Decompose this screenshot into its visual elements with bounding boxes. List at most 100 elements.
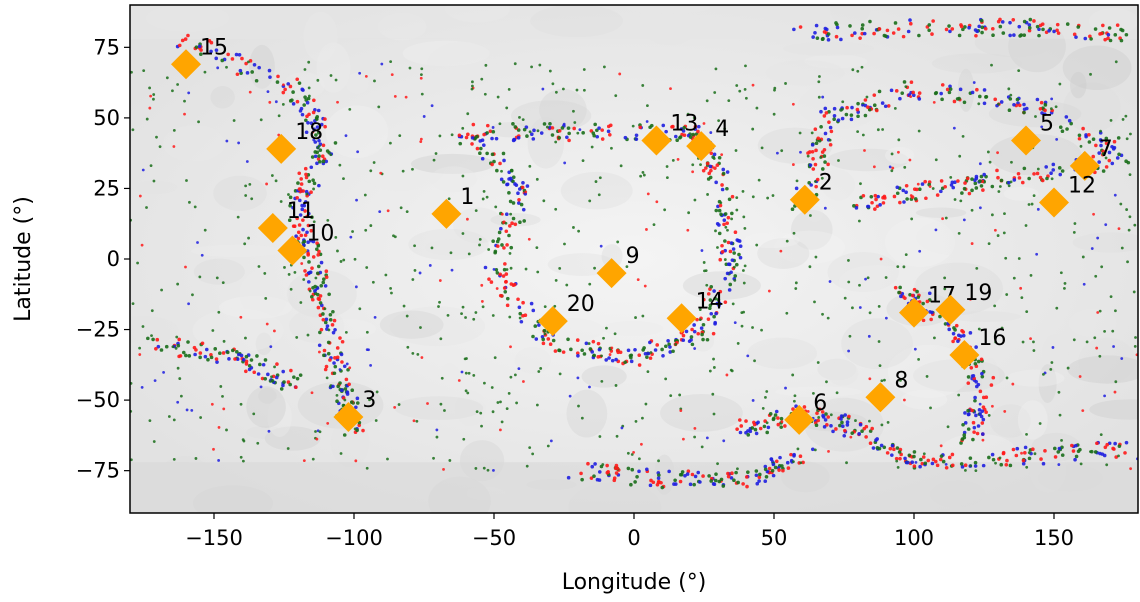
detection-point — [653, 223, 656, 226]
detection-point — [1024, 446, 1028, 450]
detection-point — [506, 297, 510, 301]
detection-point — [287, 447, 290, 450]
detection-point — [1110, 162, 1114, 166]
detection-point — [551, 133, 555, 137]
detection-point — [928, 310, 932, 314]
detection-point — [378, 210, 381, 213]
detection-point — [514, 373, 517, 376]
detection-point — [601, 137, 605, 141]
detection-point — [815, 256, 818, 259]
detection-point — [443, 409, 446, 412]
detection-point — [644, 352, 648, 356]
detection-point — [139, 195, 142, 198]
detection-point — [729, 271, 733, 275]
detection-point — [751, 326, 754, 329]
detection-point — [762, 407, 765, 410]
detection-point — [933, 101, 936, 104]
detection-point — [333, 319, 337, 323]
detection-point — [917, 358, 920, 361]
detection-point — [898, 457, 902, 461]
detection-point — [1007, 87, 1010, 90]
detection-point — [675, 138, 679, 142]
detection-point — [799, 132, 802, 135]
detection-point — [1018, 176, 1022, 180]
detection-point — [1019, 287, 1022, 290]
detection-point — [547, 337, 551, 341]
detection-point — [1033, 349, 1036, 352]
detection-point — [204, 229, 207, 232]
detection-point — [502, 159, 506, 163]
detection-point — [861, 104, 864, 107]
detection-point — [237, 216, 240, 219]
detection-point — [531, 335, 535, 339]
detection-point — [996, 176, 1000, 180]
detection-point — [502, 274, 506, 278]
detection-point — [305, 273, 309, 277]
detection-point — [635, 134, 639, 138]
detection-point — [726, 229, 729, 232]
detection-point — [833, 107, 837, 111]
detection-point — [1010, 161, 1013, 164]
detection-point — [863, 149, 866, 152]
detection-point — [549, 70, 552, 73]
detection-point — [904, 85, 907, 88]
detection-point — [386, 458, 389, 461]
detection-point — [1096, 311, 1099, 314]
detection-point — [1095, 441, 1099, 445]
detection-point — [271, 174, 274, 177]
x-axis-label: Longitude (°) — [562, 570, 707, 595]
detection-point — [1065, 115, 1069, 119]
detection-point — [811, 131, 814, 134]
detection-point — [1098, 32, 1102, 36]
detection-point — [283, 88, 287, 92]
detection-point — [222, 351, 226, 355]
detection-point — [829, 126, 833, 130]
detection-point — [720, 183, 724, 187]
detection-point — [474, 311, 477, 314]
detection-point — [366, 467, 369, 470]
detection-point — [974, 28, 978, 32]
detection-point — [975, 267, 978, 270]
detection-point — [520, 203, 524, 207]
detection-point — [314, 289, 317, 292]
detection-point — [900, 91, 904, 95]
detection-point — [1073, 458, 1077, 462]
detection-point — [610, 147, 613, 150]
detection-point — [1063, 287, 1066, 290]
detection-point — [326, 376, 329, 379]
detection-point — [506, 304, 510, 308]
detection-point — [559, 372, 562, 375]
detection-point — [302, 256, 306, 260]
detection-point — [271, 379, 275, 383]
detection-point — [734, 230, 738, 234]
detection-point — [692, 323, 696, 327]
detection-point — [701, 446, 704, 449]
detection-point — [499, 428, 502, 431]
detection-point — [562, 350, 566, 354]
detection-point — [607, 356, 611, 360]
detection-point — [1104, 223, 1107, 226]
detection-point — [1107, 33, 1111, 37]
detection-point — [897, 466, 900, 469]
detection-point — [706, 99, 709, 102]
detection-point — [309, 190, 313, 194]
detection-point — [923, 452, 926, 455]
detection-point — [666, 176, 669, 179]
detection-point — [977, 102, 980, 105]
detection-point — [627, 467, 631, 471]
detection-point — [1055, 105, 1058, 108]
detection-point — [504, 229, 508, 233]
detection-point — [187, 92, 190, 95]
detection-point — [225, 429, 228, 432]
detection-point — [847, 415, 851, 419]
detection-point — [771, 469, 775, 473]
detection-point — [325, 318, 329, 322]
detection-point — [369, 169, 372, 172]
detection-point — [918, 97, 922, 101]
detection-point — [525, 268, 528, 271]
detection-point — [714, 181, 718, 185]
detection-point — [809, 163, 813, 167]
detection-point — [1040, 101, 1044, 105]
detection-point — [466, 133, 470, 137]
detection-point — [821, 313, 824, 316]
